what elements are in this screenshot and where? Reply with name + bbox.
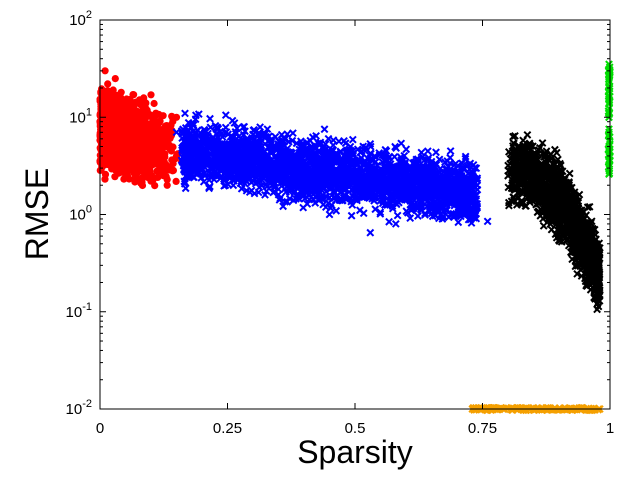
series-1-point <box>101 170 110 178</box>
series-2-point <box>391 219 400 228</box>
series-1-point <box>152 128 160 136</box>
series-2-point <box>483 217 492 226</box>
series-1-point <box>127 142 135 151</box>
series-2-point <box>325 210 334 219</box>
series-1-point <box>116 157 124 165</box>
series-1-point <box>137 123 145 131</box>
series-2-point <box>288 129 297 138</box>
series-1-point <box>116 149 125 158</box>
series-1-point <box>143 160 151 168</box>
series-1-point <box>154 173 162 181</box>
series-2-point <box>299 203 308 212</box>
series-1-point <box>129 165 137 173</box>
series-1-point <box>159 112 167 120</box>
series-1-point <box>150 99 158 108</box>
series-1-point <box>172 177 180 185</box>
series-2-point <box>432 148 440 157</box>
series-1-point <box>157 135 165 143</box>
series-2-point <box>181 109 189 118</box>
series-1-point <box>111 75 119 83</box>
series-1-point <box>142 99 150 107</box>
series-2-point <box>423 147 432 156</box>
series-1-point <box>117 88 125 96</box>
series-2-point <box>320 125 329 134</box>
data-marks <box>96 60 614 415</box>
series-2-point <box>413 212 422 220</box>
series-2-point <box>256 123 265 132</box>
series-1-point <box>167 131 176 139</box>
series-1-point <box>137 179 145 187</box>
series-1-point <box>116 96 124 104</box>
series-1-point <box>114 104 122 112</box>
series-2-point <box>385 217 394 226</box>
series-1-point <box>163 176 171 184</box>
series-1-point <box>145 126 153 134</box>
series-1-point <box>147 91 155 99</box>
series-1-point <box>123 157 131 165</box>
series-1-point <box>121 109 130 117</box>
series-2-point <box>393 211 402 220</box>
series-1-point <box>157 164 165 172</box>
series-1-point <box>127 102 135 110</box>
series-1-point <box>142 152 150 160</box>
series-1-point <box>108 100 116 108</box>
series-1-point <box>108 119 116 127</box>
series-1-point <box>111 144 119 152</box>
series-1-point <box>129 134 137 142</box>
series-1-point <box>103 132 112 141</box>
series-1-point <box>142 113 151 121</box>
series-1-point <box>151 112 159 120</box>
series-2-point <box>347 211 356 220</box>
series-1-point <box>119 129 127 137</box>
series-1-point <box>110 111 118 119</box>
series-1-point <box>111 135 119 143</box>
series-1-point <box>144 133 152 141</box>
series-1-point <box>99 95 107 103</box>
series-1-point <box>172 113 181 121</box>
series-1-point <box>147 177 155 185</box>
series-1-point <box>169 166 177 174</box>
series-1-point <box>104 80 112 88</box>
series-1-point <box>169 160 177 168</box>
series-2-point <box>446 147 455 155</box>
series-1-point <box>137 110 145 118</box>
series-2-point <box>402 145 411 154</box>
series-2-point <box>348 135 357 144</box>
series-2-point <box>206 114 214 123</box>
series-1-point <box>111 125 119 133</box>
series-1-point <box>153 155 161 163</box>
series-1-point <box>111 173 119 181</box>
series-2-point <box>221 111 230 120</box>
series-1-point <box>163 181 171 189</box>
series-2-point <box>397 139 406 148</box>
series-1-point <box>136 163 144 171</box>
series-2-point <box>366 228 375 237</box>
series-1-point <box>106 158 114 166</box>
series-1-point <box>162 123 170 131</box>
series-2-point <box>334 137 343 146</box>
series-1-point <box>106 88 114 96</box>
series-1-point <box>130 91 138 99</box>
series-1-point <box>121 170 130 178</box>
series-1-point <box>156 117 164 125</box>
